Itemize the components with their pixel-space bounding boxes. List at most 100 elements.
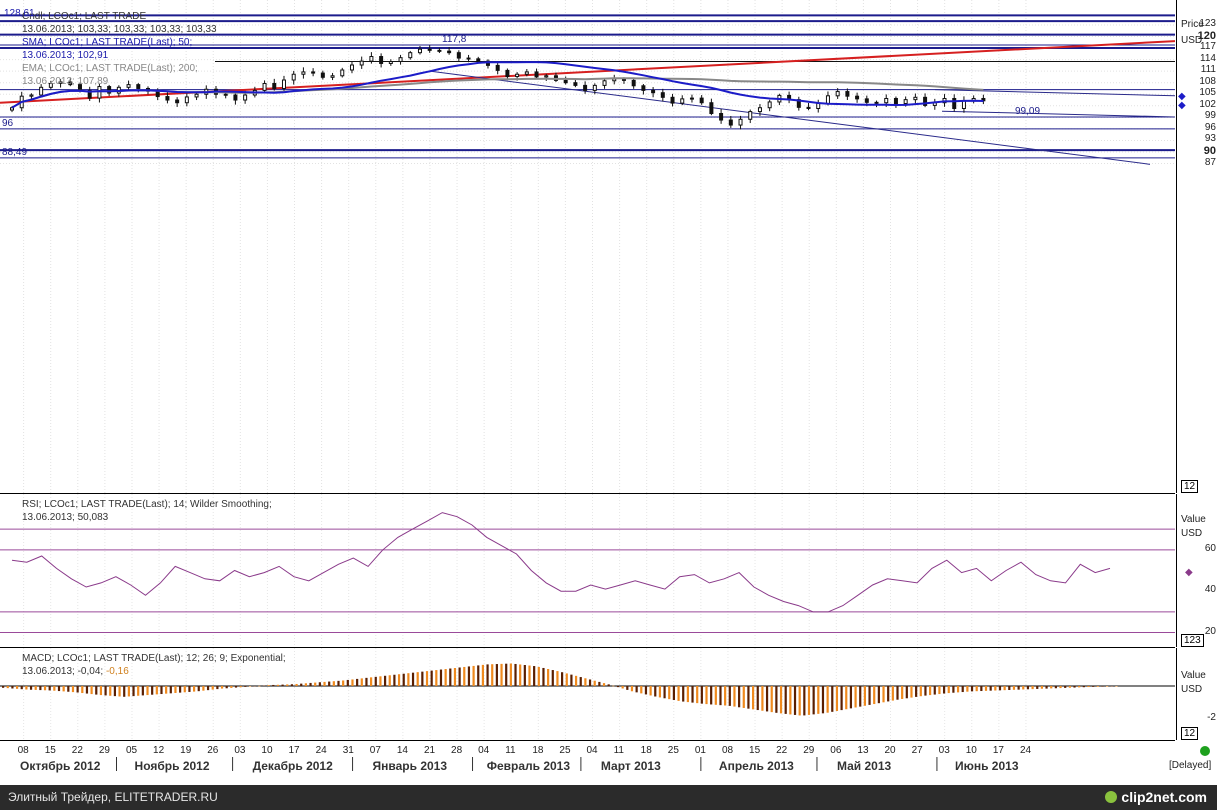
macd-histogram-bar bbox=[714, 686, 717, 705]
macd-histogram-bar bbox=[416, 672, 419, 686]
macd-histogram-bar bbox=[463, 666, 466, 686]
clip2net-logo[interactable]: clip2net.com bbox=[1105, 789, 1207, 805]
x-day-tick-label: 12 bbox=[153, 745, 165, 756]
macd-histogram-bar bbox=[654, 686, 657, 697]
x-month-label: Апрель 2013 bbox=[718, 759, 794, 773]
price-tick-label: 96 bbox=[1204, 121, 1216, 133]
candle-body bbox=[835, 91, 840, 97]
x-day-tick-label: 24 bbox=[1019, 745, 1032, 756]
candle-body bbox=[884, 97, 889, 104]
candle-body bbox=[709, 102, 714, 115]
candle-body bbox=[398, 57, 403, 63]
rsi-axis-title: Value bbox=[1181, 514, 1206, 525]
macd-histogram-bar bbox=[118, 686, 121, 697]
macd-histogram-bar bbox=[1050, 686, 1053, 689]
macd-histogram-bar bbox=[211, 686, 214, 690]
x-day-tick-label: 26 bbox=[207, 745, 219, 756]
x-day-tick-label: 17 bbox=[288, 745, 300, 756]
x-day-tick-label: 08 bbox=[17, 745, 29, 756]
candle-body bbox=[845, 91, 850, 97]
price-legend: Cndl; LCOc1; LAST TRADE 13.06.2013; 103,… bbox=[22, 10, 217, 88]
macd-histogram-bar bbox=[742, 686, 745, 708]
macd-histogram-bar bbox=[765, 686, 769, 712]
candle-body bbox=[379, 56, 384, 64]
macd-histogram-bar bbox=[505, 663, 508, 686]
macd-histogram-bar bbox=[85, 686, 89, 694]
candle-body bbox=[476, 58, 481, 62]
candle-body bbox=[165, 96, 170, 101]
macd-histogram-bar bbox=[1115, 686, 1118, 687]
x-day-tick-label: 14 bbox=[396, 745, 408, 756]
macd-histogram-bar bbox=[630, 686, 634, 692]
cndl-legend-values: 13.06.2013; 103,33; 103,33; 103,33; 103,… bbox=[22, 24, 217, 35]
macd-histogram-bar bbox=[425, 671, 429, 686]
macd-histogram-bar bbox=[1040, 686, 1044, 689]
macd-histogram-bar bbox=[113, 686, 116, 697]
candle-body bbox=[291, 73, 296, 81]
candle-body bbox=[184, 96, 189, 104]
macd-histogram-bar bbox=[588, 679, 592, 686]
candle-body bbox=[330, 75, 335, 78]
macd-histogram-bar bbox=[76, 686, 79, 693]
candle-body bbox=[58, 81, 63, 84]
rsi-tick-label: 60 bbox=[1204, 542, 1216, 554]
candle-body bbox=[10, 107, 14, 111]
macd-histogram-bar bbox=[598, 681, 601, 686]
macd-histogram-bar bbox=[793, 686, 797, 715]
macd-histogram-bar bbox=[109, 686, 112, 696]
rsi-legend: RSI; LCOc1; LAST TRADE(Last); 14; Wilder… bbox=[22, 498, 272, 524]
macd-histogram-bar bbox=[1031, 686, 1034, 690]
price-chart[interactable]: 117,8 99,09 96 88,49 bbox=[0, 0, 1175, 493]
macd-histogram-bar bbox=[616, 686, 620, 688]
macd-histogram-bar bbox=[691, 686, 694, 703]
macd-histogram-bar bbox=[859, 686, 862, 707]
macd-histogram-bar bbox=[374, 676, 377, 686]
macd-histogram-bar bbox=[1068, 686, 1071, 688]
macd-histogram-bar bbox=[370, 677, 373, 686]
macd-histogram-bar bbox=[304, 683, 307, 686]
rsi-chart[interactable] bbox=[0, 494, 1175, 647]
macd-histogram-bar bbox=[244, 686, 247, 687]
macd-histogram-bar bbox=[262, 685, 266, 686]
macd-histogram-bar bbox=[48, 686, 51, 691]
macd-legend-label: MACD; LCOc1; LAST TRADE(Last); 12; 26; 9… bbox=[22, 653, 286, 664]
macd-histogram-bar bbox=[1017, 686, 1020, 690]
rsi-axis-badge: 123 bbox=[1181, 634, 1204, 647]
macd-histogram-bar bbox=[81, 686, 84, 694]
macd-histogram-bar bbox=[537, 666, 540, 686]
macd-histogram-bar bbox=[1101, 686, 1104, 687]
x-day-tick-label: 04 bbox=[586, 745, 598, 756]
macd-histogram-bar bbox=[584, 678, 587, 686]
x-day-tick-label: 31 bbox=[342, 745, 354, 756]
macd-histogram-bar bbox=[272, 684, 275, 686]
macd-chart[interactable] bbox=[0, 648, 1175, 740]
candle-body bbox=[320, 72, 325, 78]
x-day-tick-label: 11 bbox=[505, 745, 516, 756]
candle-body bbox=[961, 100, 966, 109]
candle-body bbox=[505, 69, 510, 78]
macd-histogram-bar bbox=[449, 668, 452, 686]
macd-histogram-bar bbox=[947, 686, 950, 694]
macd-histogram-bar bbox=[393, 674, 396, 686]
candle-body bbox=[699, 97, 704, 104]
macd-histogram-bar bbox=[379, 676, 382, 686]
macd-histogram-bar bbox=[775, 686, 778, 713]
ema-legend-label: EMA; LCOc1; LAST TRADE(Last); 200; bbox=[22, 63, 198, 74]
candle-body bbox=[437, 49, 442, 52]
candle-body bbox=[466, 57, 471, 60]
candle-body bbox=[29, 94, 34, 97]
macd-histogram-bar bbox=[1078, 686, 1081, 688]
macd-histogram-bar bbox=[165, 686, 168, 694]
macd-histogram-bar bbox=[160, 686, 163, 695]
x-month-label: Июнь 2013 bbox=[954, 759, 1019, 773]
rsi-pane[interactable]: RSI; LCOc1; LAST TRADE(Last); 14; Wilder… bbox=[0, 494, 1198, 648]
macd-histogram-bar bbox=[523, 665, 526, 686]
macd-pane[interactable]: MACD; LCOc1; LAST TRADE(Last); 12; 26; 9… bbox=[0, 648, 1198, 741]
macd-histogram-bar bbox=[397, 674, 401, 686]
x-month-label: Декабрь 2012 bbox=[252, 759, 333, 773]
macd-histogram-bar bbox=[141, 686, 144, 696]
price-pane[interactable]: 117,8 99,09 96 88,49 Cndl; LCOc1; LAST TRAD… bbox=[0, 0, 1198, 494]
candle-body bbox=[573, 82, 578, 86]
macd-histogram-bar bbox=[1087, 686, 1090, 688]
x-day-tick-label: 03 bbox=[234, 745, 246, 756]
